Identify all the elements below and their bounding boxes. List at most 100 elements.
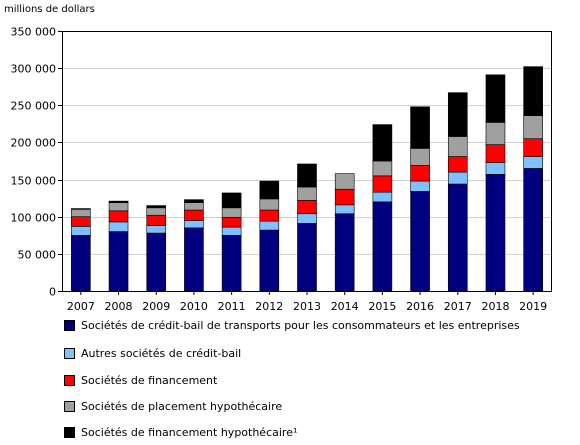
bar-segment	[108, 202, 129, 212]
bar-segment	[108, 210, 129, 223]
legend-item-other-leasing: Autres sociétés de crédit-bail	[64, 346, 241, 360]
bar-segment	[71, 208, 91, 218]
bar-segment	[410, 180, 430, 192]
bar-segment	[447, 183, 468, 292]
x-tick-label: 2016	[406, 300, 434, 313]
bars	[71, 66, 543, 292]
y-tick-label: 250 000	[11, 100, 57, 113]
bar-segment	[146, 225, 167, 234]
bar-segment	[410, 165, 430, 182]
legend-label: Sociétés de financement hypothécaire¹	[81, 425, 298, 439]
bar-segment	[259, 209, 280, 222]
legend-item-financing: Sociétés de financement	[64, 373, 217, 387]
x-axis-ticks: 2007 2008 2009 2010 2011 2012 2013 2014 2015 2016…	[67, 291, 547, 313]
bar-segment	[146, 232, 167, 292]
bar-segment	[447, 136, 468, 157]
bar-segment	[184, 227, 204, 292]
stacked-bar-chart: millions de dollars 0 50 000 100 000 150 00…	[4, 4, 552, 313]
bar-segment	[221, 217, 242, 228]
bar-segment	[334, 188, 355, 206]
y-axis-ticks: 0 50 000 100 000 150 000 200 000 250 000 300 0…	[11, 26, 62, 299]
bar-segment	[523, 138, 543, 157]
legend-swatch	[64, 319, 75, 331]
bar-segment	[184, 220, 204, 229]
legend-swatch	[64, 374, 75, 386]
bar-segment	[410, 148, 430, 166]
bar-segment	[410, 106, 430, 149]
x-tick-label: 2012	[255, 300, 283, 313]
bar-segment	[146, 205, 167, 209]
bar-segment	[259, 180, 280, 200]
x-tick-label: 2008	[105, 300, 133, 313]
bar-segment	[485, 144, 506, 163]
bar-segment	[523, 168, 543, 292]
legend-item-transport-leasing: Sociétés de crédit-bail de transports po…	[64, 318, 520, 332]
bar-segment	[372, 191, 393, 203]
bar-segment	[221, 226, 242, 236]
bar-segment	[334, 173, 355, 190]
bar-segment	[259, 229, 280, 292]
legend-label: Sociétés de crédit-bail de transports po…	[81, 318, 520, 332]
bar-segment	[485, 122, 506, 145]
legend-swatch	[64, 426, 75, 438]
x-tick-label: 2017	[444, 300, 472, 313]
x-tick-label: 2018	[481, 300, 509, 313]
bar-segment	[485, 162, 506, 175]
bar-segment	[108, 200, 129, 203]
y-tick-label: 50 000	[18, 249, 57, 262]
bar-segment	[297, 186, 317, 201]
bar-segment	[372, 124, 393, 162]
bar-segment	[523, 156, 543, 169]
bar-segment	[259, 198, 280, 211]
bar-segment	[146, 214, 167, 226]
legend-swatch	[64, 400, 75, 412]
bar-segment	[146, 207, 167, 216]
bar-segment	[485, 74, 506, 123]
legend-item-mortgage-financing: Sociétés de financement hypothécaire¹	[64, 425, 297, 439]
legend-label: Sociétés de financement	[81, 373, 218, 387]
y-tick-label: 300 000	[11, 63, 57, 76]
bar-segment	[334, 204, 355, 215]
legend-swatch	[64, 347, 75, 359]
bar-segment	[71, 208, 91, 210]
y-tick-label: 150 000	[11, 175, 57, 188]
x-tick-label: 2013	[293, 300, 321, 313]
x-tick-label: 2007	[67, 300, 95, 313]
bar-segment	[447, 92, 468, 137]
x-tick-label: 2011	[218, 300, 246, 313]
bar-segment	[523, 66, 543, 116]
bar-segment	[447, 171, 468, 185]
bar-segment	[372, 175, 393, 193]
x-tick-label: 2015	[368, 300, 396, 313]
bar-segment	[485, 174, 506, 292]
bar-segment	[297, 200, 317, 215]
bar-segment	[71, 226, 91, 236]
x-tick-label: 2009	[142, 300, 170, 313]
y-tick-label: 100 000	[11, 212, 57, 225]
bar-segment	[372, 201, 393, 292]
y-tick-label: 0	[49, 286, 56, 299]
bar-segment	[221, 192, 242, 209]
bar-segment	[410, 191, 430, 292]
y-axis-label: millions de dollars	[4, 4, 95, 15]
legend-label: Autres sociétés de crédit-bail	[81, 346, 242, 360]
bar-segment	[71, 216, 91, 227]
x-tick-label: 2014	[331, 300, 359, 313]
bar-segment	[259, 220, 280, 231]
bar-segment	[447, 156, 468, 173]
bar-segment	[523, 115, 543, 140]
x-tick-label: 2010	[180, 300, 208, 313]
legend-label: Sociétés de placement hypothécaire	[81, 399, 283, 413]
bar-segment	[108, 221, 129, 232]
bar-segment	[297, 223, 317, 292]
bar-segment	[108, 231, 129, 292]
bar-segment	[372, 160, 393, 177]
y-tick-label: 200 000	[11, 137, 57, 150]
x-tick-label: 2019	[519, 300, 547, 313]
bar-segment	[297, 163, 317, 188]
y-tick-label: 350 000	[11, 26, 57, 39]
bar-segment	[221, 234, 242, 292]
legend-item-mortgage-investment: Sociétés de placement hypothécaire	[64, 399, 282, 413]
bar-segment	[71, 234, 91, 292]
bar-segment	[184, 202, 204, 211]
